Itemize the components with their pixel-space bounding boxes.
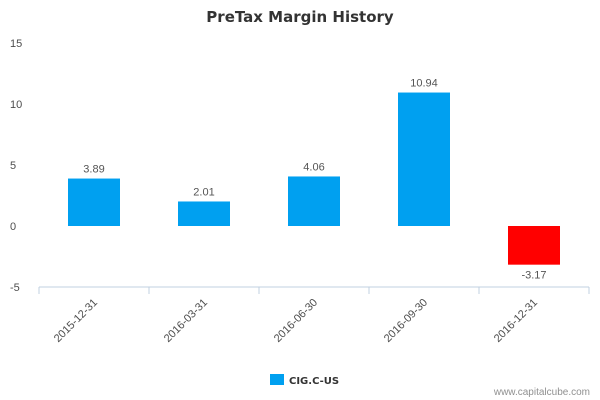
y-tick-label: 0	[10, 221, 16, 233]
bar[interactable]	[68, 178, 120, 226]
bar[interactable]	[508, 226, 560, 265]
chart-title: PreTax Margin History	[206, 8, 394, 26]
x-axis	[38, 286, 590, 294]
data-label: 2.01	[193, 186, 214, 198]
y-tick-label: 5	[10, 160, 16, 172]
legend-swatch	[270, 374, 284, 385]
y-tick-label: -5	[10, 282, 20, 294]
y-tick-label: 10	[10, 99, 22, 111]
bar[interactable]	[288, 176, 340, 226]
bars: 3.89 2.01 4.06 10.94 -3.17	[68, 78, 560, 282]
bar[interactable]	[398, 92, 450, 226]
data-label: 10.94	[410, 78, 438, 90]
x-tick-label: 2016-06-30	[272, 297, 320, 345]
x-tick-label: 2015-12-31	[52, 297, 100, 345]
x-tick-label: 2016-03-31	[162, 297, 210, 345]
data-label: -3.17	[521, 270, 546, 282]
legend-label: CIG.C-US	[289, 376, 339, 387]
y-axis-ticks: 15 10 5 0 -5	[10, 38, 22, 294]
y-tick-label: 15	[10, 38, 22, 50]
bar[interactable]	[178, 201, 230, 226]
x-tick-label: 2016-09-30	[382, 297, 430, 345]
x-axis-labels: 2015-12-31 2016-03-31 2016-06-30 2016-09-30…	[52, 297, 540, 345]
credit-text: www.capitalcube.com	[493, 387, 590, 398]
data-label: 3.89	[83, 164, 104, 176]
data-label: 4.06	[303, 161, 324, 173]
legend[interactable]: CIG.C-US	[270, 374, 339, 387]
x-tick-label: 2016-12-31	[492, 297, 540, 345]
